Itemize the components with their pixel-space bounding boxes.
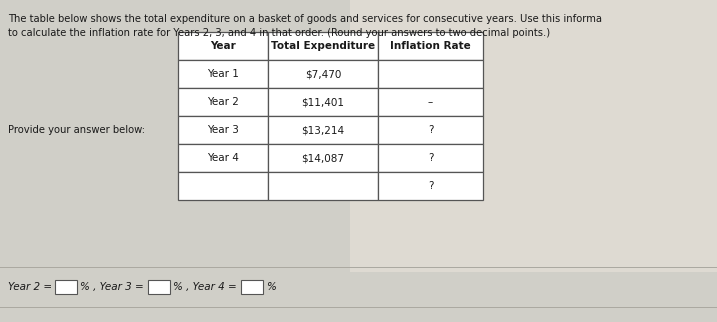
Text: Year 2: Year 2 — [207, 97, 239, 107]
Text: –: – — [428, 97, 433, 107]
Text: % , Year 4 =: % , Year 4 = — [173, 282, 237, 292]
Bar — [378, 60, 483, 88]
Text: Year 1: Year 1 — [207, 69, 239, 79]
Text: Year 3: Year 3 — [207, 125, 239, 135]
Bar — [178, 144, 268, 172]
Text: Year 4: Year 4 — [207, 153, 239, 163]
Bar — [241, 280, 263, 294]
Text: Provide your answer below:: Provide your answer below: — [8, 125, 145, 135]
Bar — [268, 32, 378, 60]
Bar — [178, 32, 268, 60]
Bar — [55, 280, 77, 294]
Text: $14,087: $14,087 — [302, 153, 344, 163]
Bar — [378, 172, 483, 200]
Text: $11,401: $11,401 — [302, 97, 344, 107]
Text: Inflation Rate: Inflation Rate — [390, 41, 471, 51]
Bar — [178, 116, 268, 144]
Bar — [378, 144, 483, 172]
Text: The table below shows the total expenditure on a basket of goods and services fo: The table below shows the total expendit… — [8, 14, 602, 24]
Bar — [268, 172, 378, 200]
Bar — [378, 88, 483, 116]
Text: Total Expenditure: Total Expenditure — [271, 41, 375, 51]
Text: % , Year 3 =: % , Year 3 = — [80, 282, 143, 292]
Text: $13,214: $13,214 — [301, 125, 345, 135]
Bar — [268, 116, 378, 144]
Text: ?: ? — [428, 153, 433, 163]
Text: to calculate the inflation rate for Years 2, 3, and 4 in that order. (Round your: to calculate the inflation rate for Year… — [8, 28, 550, 38]
Bar — [268, 88, 378, 116]
Text: %: % — [266, 282, 276, 292]
Text: Year 2 =: Year 2 = — [8, 282, 52, 292]
Bar — [178, 60, 268, 88]
Bar — [178, 88, 268, 116]
Bar — [378, 32, 483, 60]
FancyBboxPatch shape — [350, 0, 717, 272]
Text: ?: ? — [428, 125, 433, 135]
Text: ?: ? — [428, 181, 433, 191]
Bar — [268, 60, 378, 88]
Bar — [178, 172, 268, 200]
Bar — [378, 116, 483, 144]
Bar — [268, 144, 378, 172]
Bar — [148, 280, 170, 294]
Text: $7,470: $7,470 — [305, 69, 341, 79]
Text: Year: Year — [210, 41, 236, 51]
